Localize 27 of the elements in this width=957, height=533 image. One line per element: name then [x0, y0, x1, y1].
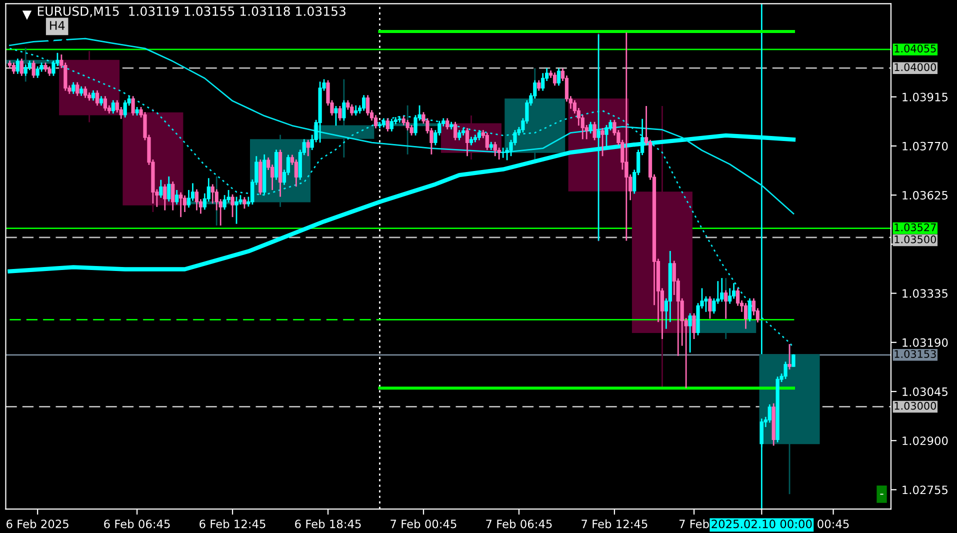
x-tick-label: 7 Feb 12:45 — [582, 519, 648, 528]
x-tick-label: 00:45 — [818, 520, 849, 528]
ref-line-label: 1.03500 — [894, 235, 936, 244]
y-tick-label: 1.03190 — [902, 338, 948, 347]
y-tick-label: 1.02900 — [902, 436, 948, 446]
ref-line-label: 1.04000 — [894, 63, 936, 72]
x-tick-label: 6 Feb 18:45 — [295, 519, 361, 528]
annotation: - — [880, 494, 884, 495]
y-tick-label: 1.03625 — [902, 190, 948, 200]
y-tick-label: 1.02755 — [902, 486, 948, 494]
ref-line-label: 1.03000 — [894, 402, 936, 410]
y-tick-label: 1.03770 — [902, 142, 948, 150]
y-tick-label: 1.03915 — [902, 92, 948, 102]
x-tick-label: 7 Feb 06:45 — [486, 519, 552, 528]
annotation: H4 — [50, 21, 65, 30]
ref-line-label: 1.03153 — [894, 350, 936, 358]
x-tick-label: 6 Feb 12:45 — [200, 519, 266, 528]
x-tick-label: 2025.02.10 00:00 — [712, 520, 812, 528]
ref-line-label: 1.04055 — [894, 44, 936, 52]
chart-title: EURUSD,M15 1.03119 1.03155 1.03118 1.03153 — [38, 6, 346, 18]
x-tick-label: 7 Feb 00:45 — [390, 519, 456, 528]
y-tick-label: 1.03045 — [902, 387, 948, 396]
x-tick-label: 6 Feb 06:45 — [104, 519, 170, 528]
x-tick-label: 7 Feb — [679, 519, 709, 528]
ref-line-label: 1.03527 — [894, 223, 936, 232]
y-tick-label: 1.03335 — [902, 289, 948, 298]
x-tick-label: 6 Feb 2025 — [6, 519, 68, 528]
